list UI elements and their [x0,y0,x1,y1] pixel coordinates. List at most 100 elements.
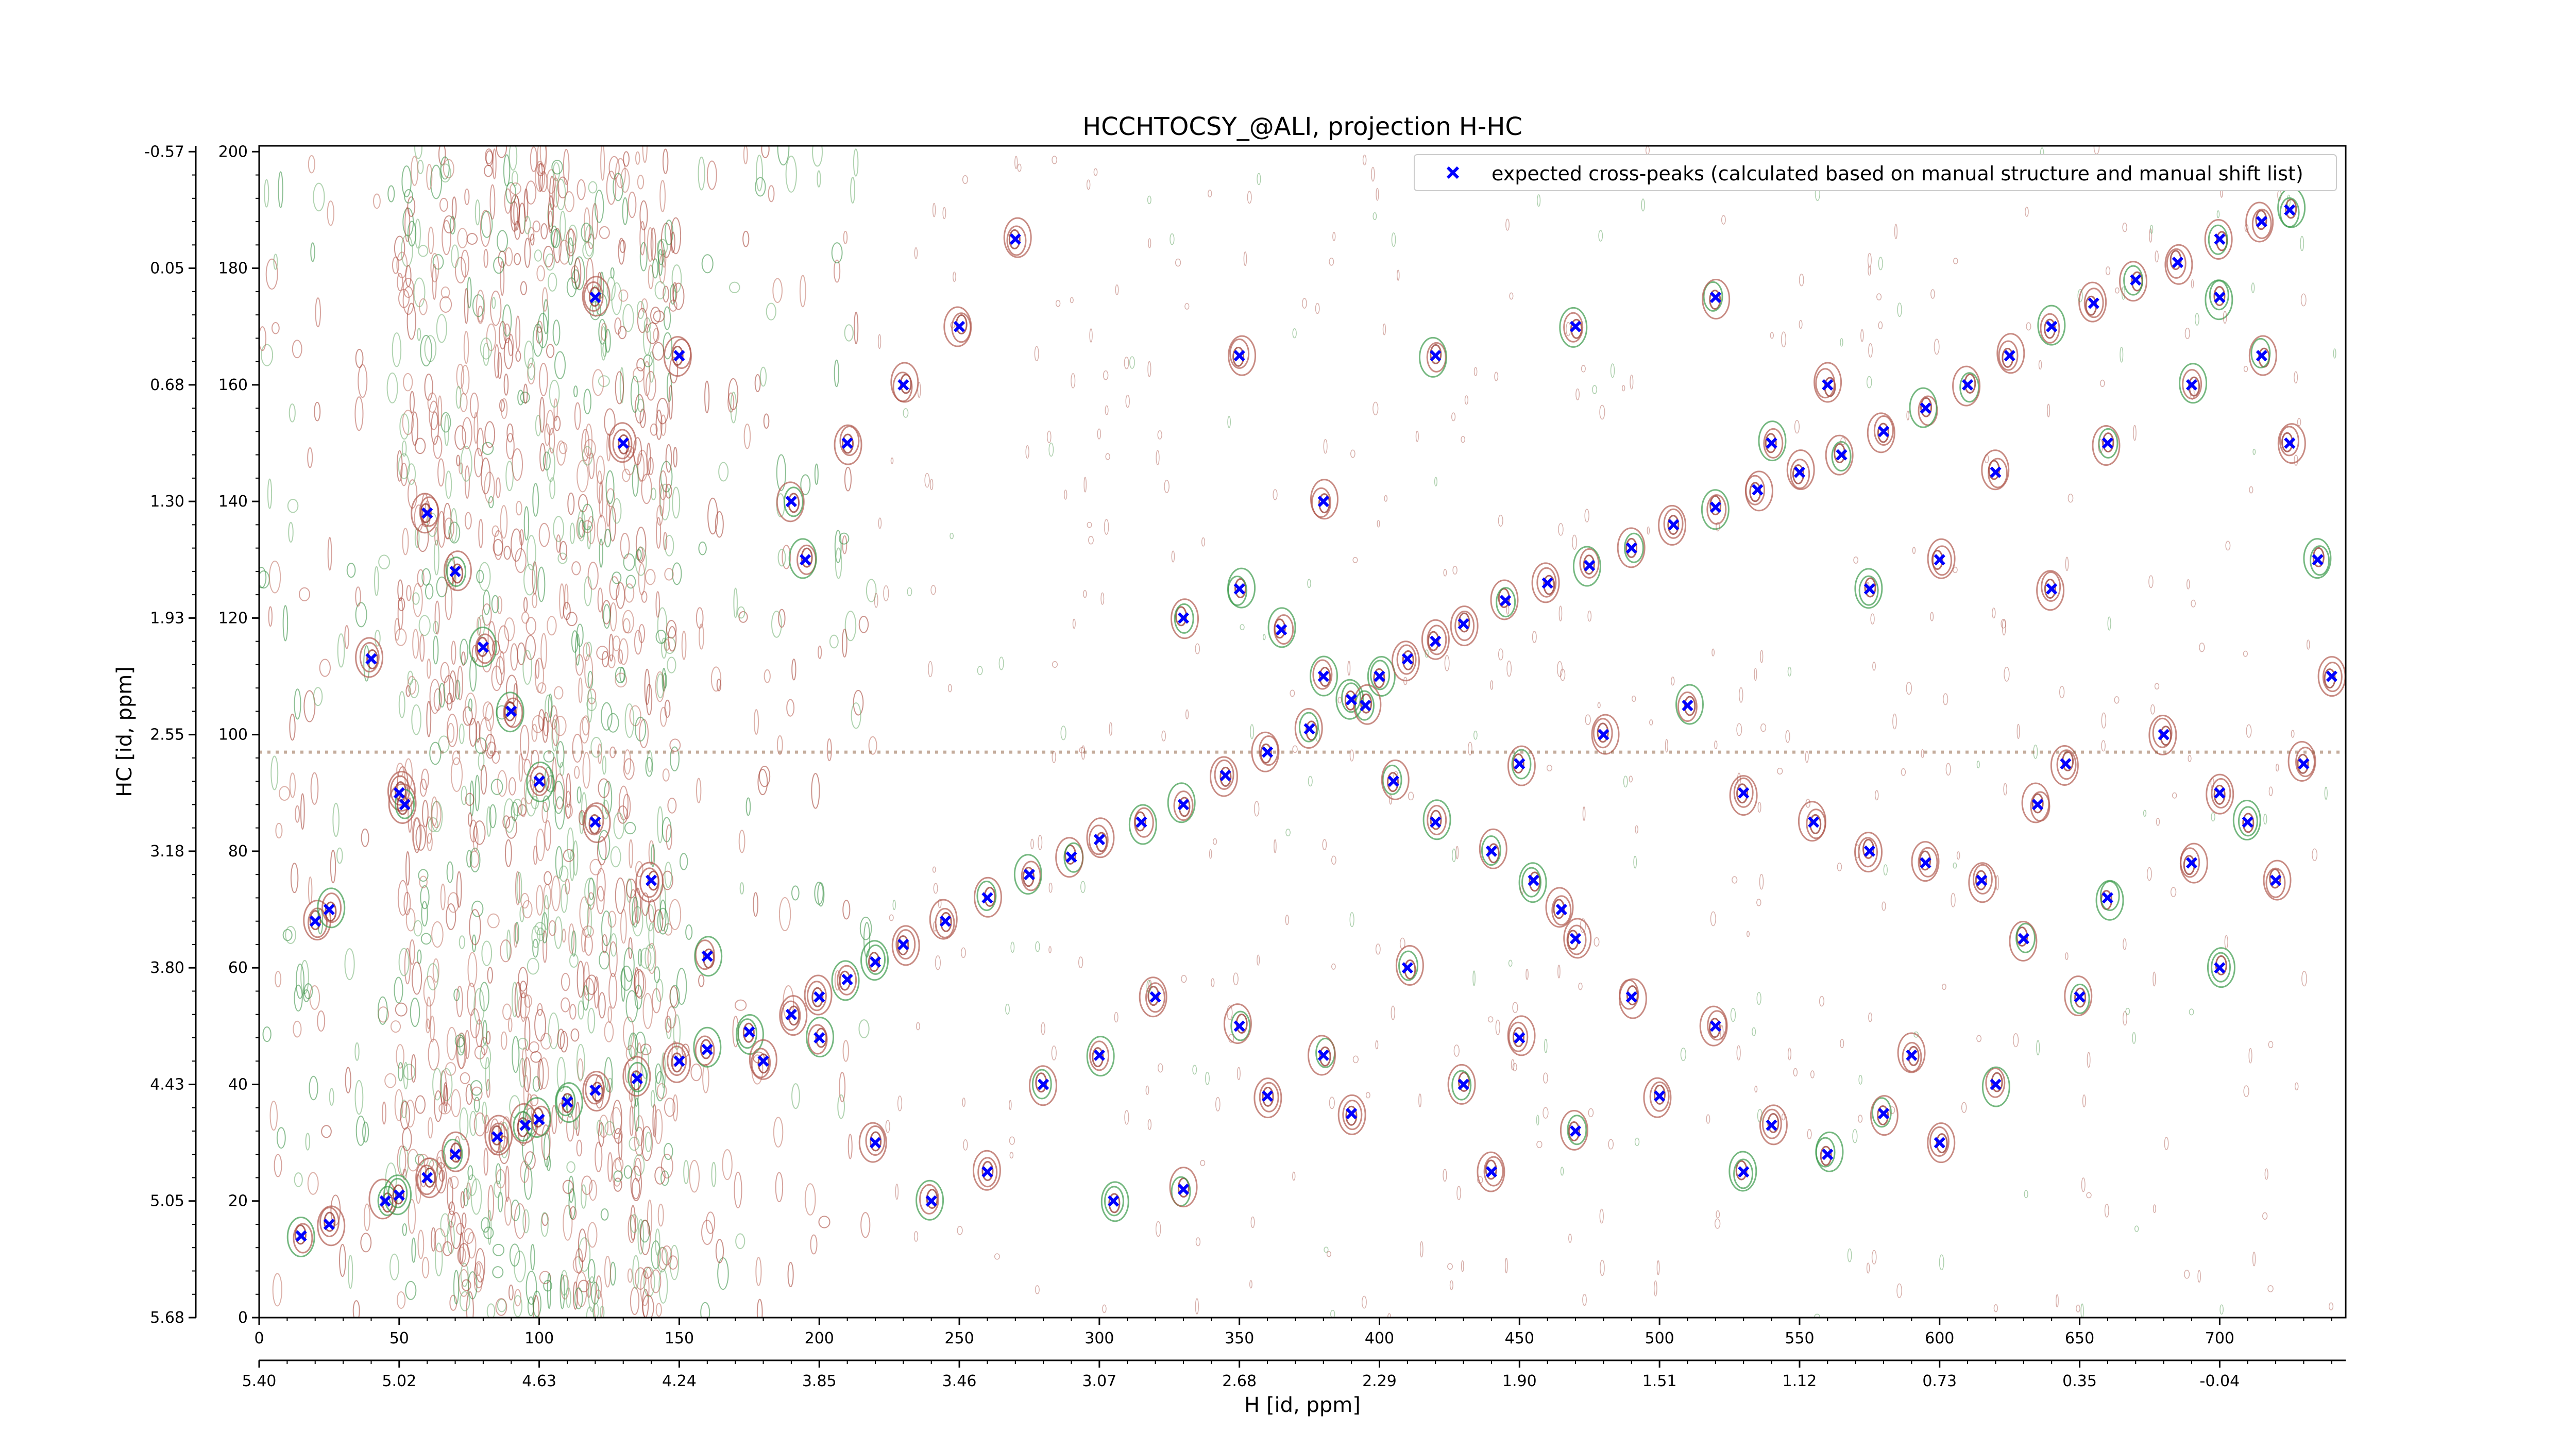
contour-mark [619,240,626,254]
cross-peak-point [323,903,335,916]
contour-mark [588,1180,597,1201]
contour-mark [1730,1008,1736,1022]
contour-mark [2087,1052,2091,1068]
contour-mark [615,877,626,914]
contour-mark [635,862,664,903]
contour-mark [439,296,452,313]
contour-mark [1558,523,1564,536]
contour-mark [1147,195,1151,205]
contour-mark [496,146,507,158]
contour-mark [2232,799,2261,840]
contour-mark [1663,508,1684,539]
contour-mark [2250,338,2271,368]
cross-peak-point [449,565,461,578]
contour-mark [559,541,568,560]
contour-mark [1468,742,1472,756]
y-tick-label: 40 [228,1075,248,1093]
cross-peak-point [1766,437,1777,449]
contour-mark [2074,987,2087,1008]
contour-mark [497,352,502,379]
contour-mark [383,1174,412,1216]
contour-mark [977,666,983,676]
contour-mark [1250,724,1254,739]
contour-mark [1318,493,1331,514]
contour-mark [464,1030,470,1059]
contour-mark [2093,146,2100,155]
contour-mark [538,162,543,192]
contour-mark [461,365,470,395]
cross-peak-point [1863,583,1875,595]
contour-mark [2155,250,2159,263]
contour-mark [566,612,578,627]
contour-mark [2003,783,2007,796]
contour-mark [1883,864,1888,875]
contour-mark [556,1057,566,1092]
contour-mark [1807,1128,1812,1139]
contour-mark [1649,1081,1670,1112]
contour-mark [1608,1139,1614,1150]
contour-mark [2197,1270,2201,1283]
contour-mark [878,334,882,349]
contour-mark [1930,612,1934,621]
cross-peak-point [379,1195,391,1207]
contour-mark [556,534,561,553]
contour-mark [1139,976,1167,1018]
contour-mark [1086,179,1091,190]
contour-mark [1653,1280,1657,1296]
cross-peak-point [2172,257,2183,268]
cross-peak-point [701,950,713,962]
contour-mark [1155,1221,1161,1237]
contour-mark [420,335,433,367]
contour-mark [800,474,811,495]
contour-mark [355,1115,366,1146]
contour-mark [1208,190,1212,198]
contour-mark [264,179,269,208]
contour-mark [1473,367,1478,376]
contour-mark [480,210,491,247]
contour-mark [1330,1309,1335,1318]
contour-mark [1984,454,1989,463]
contour-mark [497,596,503,614]
contour-mark [1507,1015,1536,1056]
contour-mark [554,351,566,379]
contour-mark [527,1093,533,1120]
contour-mark [1790,459,1810,490]
contour-mark [523,383,528,404]
contour-mark [1173,790,1194,821]
contour-mark [1391,1005,1395,1020]
contour-mark [1038,835,1043,850]
contour-mark [1810,1070,1815,1079]
contour-mark [655,1063,662,1084]
contour-mark [638,948,642,967]
contour-mark [1361,1295,1367,1309]
contour-mark [2037,305,2066,346]
contour-mark [543,883,552,909]
cross-peak-point [421,1172,433,1184]
contour-mark [563,849,575,862]
y-tick-label: 5.05 [150,1192,184,1210]
contour-mark [628,1215,636,1243]
contour-mark [585,974,598,995]
contour-mark [1508,1021,1529,1052]
contour-mark [679,853,688,870]
contour-mark [397,579,403,601]
cross-peak-point [1107,1195,1120,1207]
cross-peak-point [1401,962,1413,974]
contour-mark [2205,279,2233,321]
contour-mark [1634,1137,1640,1147]
cross-peak-point [1317,1049,1329,1062]
contour-mark [1227,416,1231,428]
contour-mark [1461,436,1466,443]
contour-mark [1736,783,1749,804]
contour-mark [2123,938,2127,950]
contour-mark [2300,235,2304,251]
contour-mark [1290,689,1295,697]
contour-mark [2297,753,2309,774]
cross-peak-point [393,787,405,799]
contour-mark [804,1183,816,1216]
contour-mark [580,1184,587,1209]
contour-mark [1234,578,1247,599]
cross-peak-point [1177,1183,1190,1195]
contour-mark [1052,751,1056,763]
contour-mark [1579,548,1600,579]
